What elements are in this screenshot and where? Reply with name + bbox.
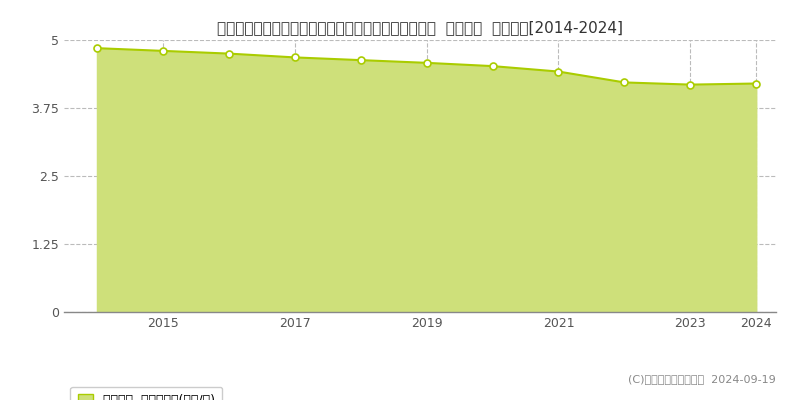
Legend: 基準地価  平均坪単価(万円/坪): 基準地価 平均坪単価(万円/坪) bbox=[70, 386, 222, 400]
Text: (C)土地価格ドットコム  2024-09-19: (C)土地価格ドットコム 2024-09-19 bbox=[628, 374, 776, 384]
Title: 宮崎県児湯郡木城町大字高城字中河原４０８１番９外  基準地価  地価推移[2014-2024]: 宮崎県児湯郡木城町大字高城字中河原４０８１番９外 基準地価 地価推移[2014-… bbox=[217, 20, 623, 35]
